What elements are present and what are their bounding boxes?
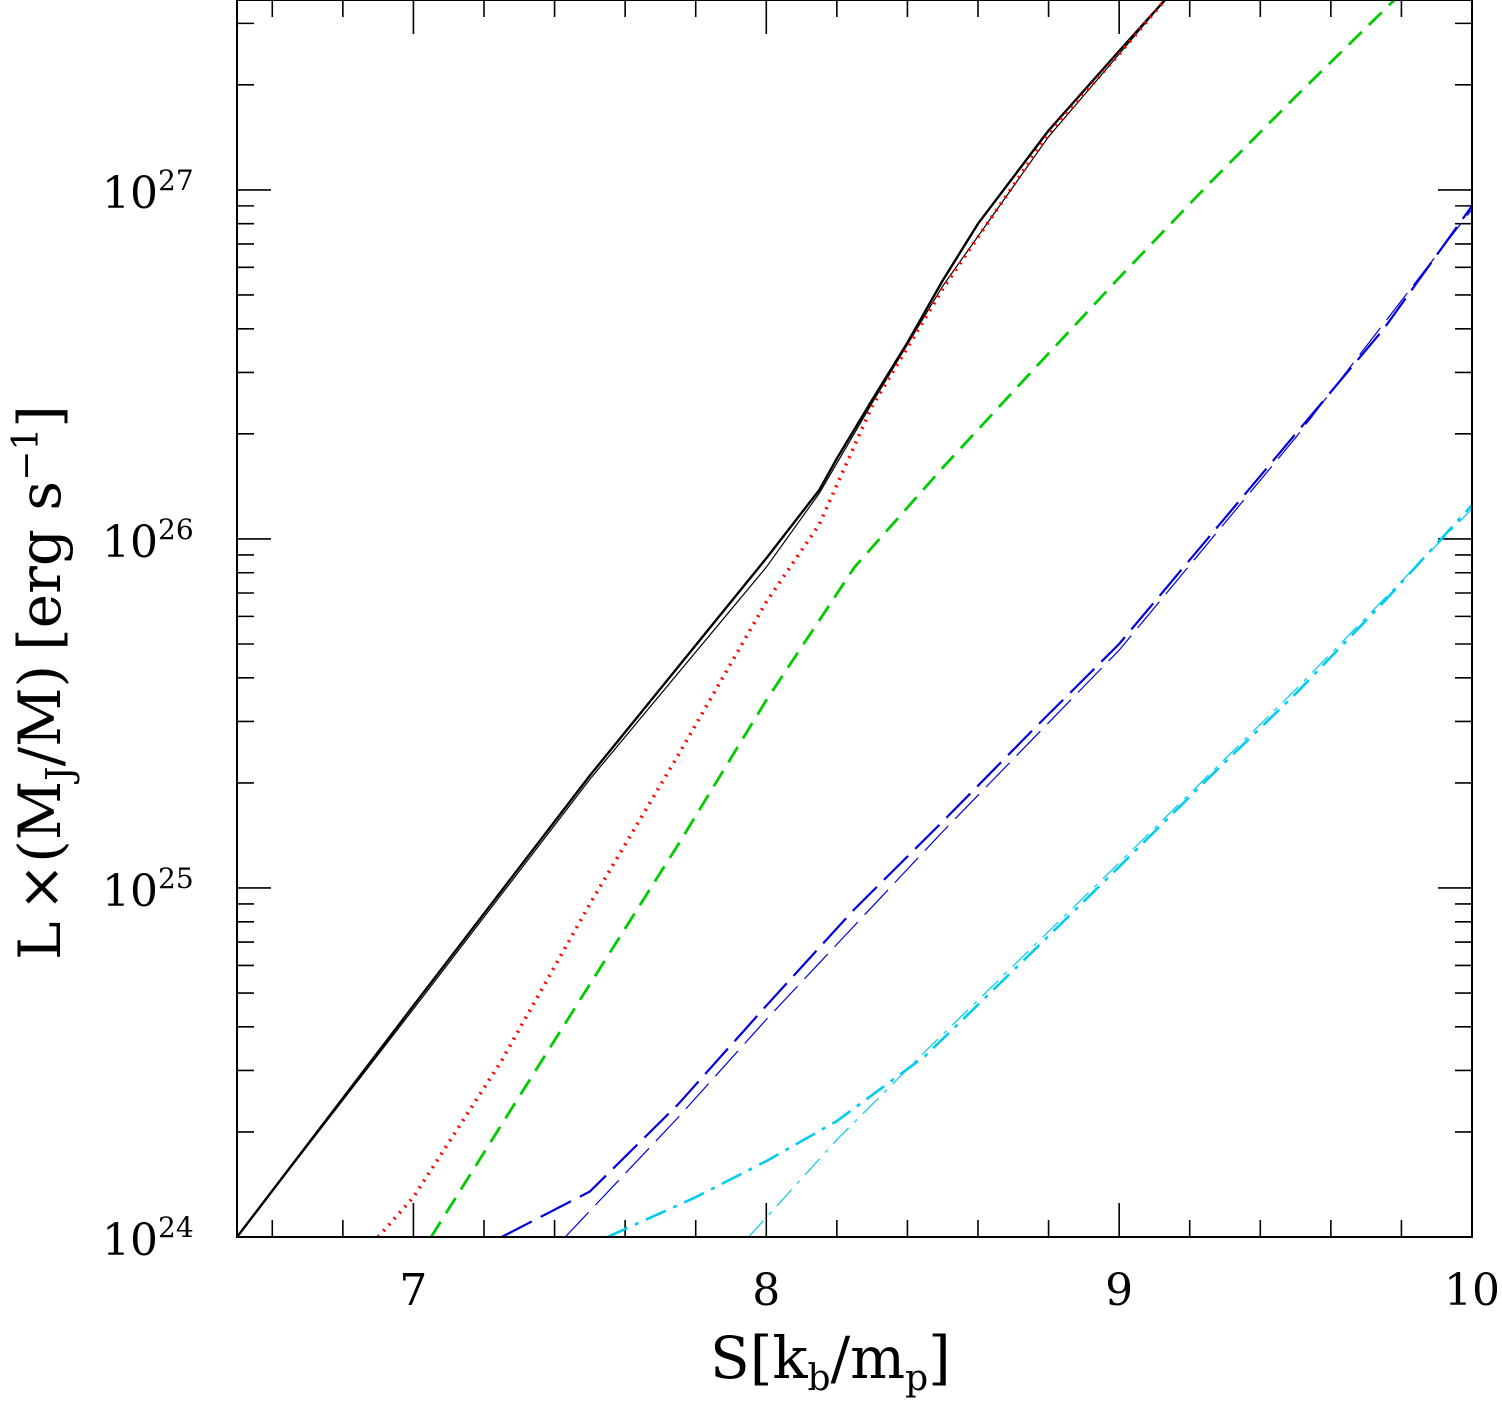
y-label-unit-close: ] bbox=[6, 405, 74, 428]
y-tick-label: 1025 bbox=[102, 862, 194, 917]
series-component-red bbox=[376, 0, 1167, 1237]
x-axis-label: S[kb/mp] bbox=[710, 1324, 951, 1399]
x-tick-label: 8 bbox=[752, 1265, 780, 1316]
series-component-blue-2 bbox=[564, 208, 1472, 1237]
series-component-cyan-2 bbox=[748, 508, 1472, 1237]
y-tick-labels: 1024 1025 1026 1027 bbox=[102, 164, 194, 1266]
y-tick-label: 1024 bbox=[102, 1211, 194, 1266]
x-tick-label: 9 bbox=[1105, 1265, 1133, 1316]
x-label-k-sub: b bbox=[808, 1358, 831, 1399]
series-lines bbox=[237, 0, 1472, 1237]
plot-frame bbox=[236, 0, 1473, 1238]
series-component-cyan bbox=[606, 504, 1472, 1237]
tick-marks bbox=[237, 0, 1473, 1238]
series-component-blue bbox=[501, 205, 1472, 1237]
y-label-m-sub: J bbox=[40, 766, 81, 784]
y-label-open: ( bbox=[6, 840, 74, 863]
x-label-slash: / bbox=[831, 1324, 851, 1392]
x-tick-labels: 7 8 9 10 bbox=[399, 1265, 1500, 1316]
x-label-rbracket: ] bbox=[928, 1324, 951, 1392]
y-label-l: L bbox=[6, 921, 74, 960]
x-label-m: m bbox=[850, 1324, 905, 1392]
y-label-unit-sup: −1 bbox=[6, 428, 47, 481]
y-tick-label: 1027 bbox=[102, 164, 194, 219]
x-label-k: k bbox=[772, 1324, 808, 1392]
x-label-lbracket: [ bbox=[750, 1324, 773, 1392]
y-label-unit: [erg s bbox=[6, 481, 74, 651]
y-axis-label: L ×(MJ/M) [erg s−1] bbox=[6, 405, 81, 960]
series-total bbox=[237, 0, 1166, 1237]
x-tick-label: 10 bbox=[1444, 1265, 1500, 1316]
y-label-close: ) bbox=[6, 665, 74, 688]
y-label-m: M bbox=[6, 781, 74, 840]
x-tick-label: 7 bbox=[399, 1265, 427, 1316]
y-tick-label: 1026 bbox=[102, 513, 194, 568]
series-component-green bbox=[429, 0, 1396, 1237]
series-total-2 bbox=[237, 0, 1166, 1237]
x-label-s: S bbox=[710, 1324, 750, 1392]
x-label-m-sub: p bbox=[905, 1358, 928, 1399]
y-label-slash: /M bbox=[6, 687, 74, 766]
y-label-times: × bbox=[6, 863, 74, 912]
